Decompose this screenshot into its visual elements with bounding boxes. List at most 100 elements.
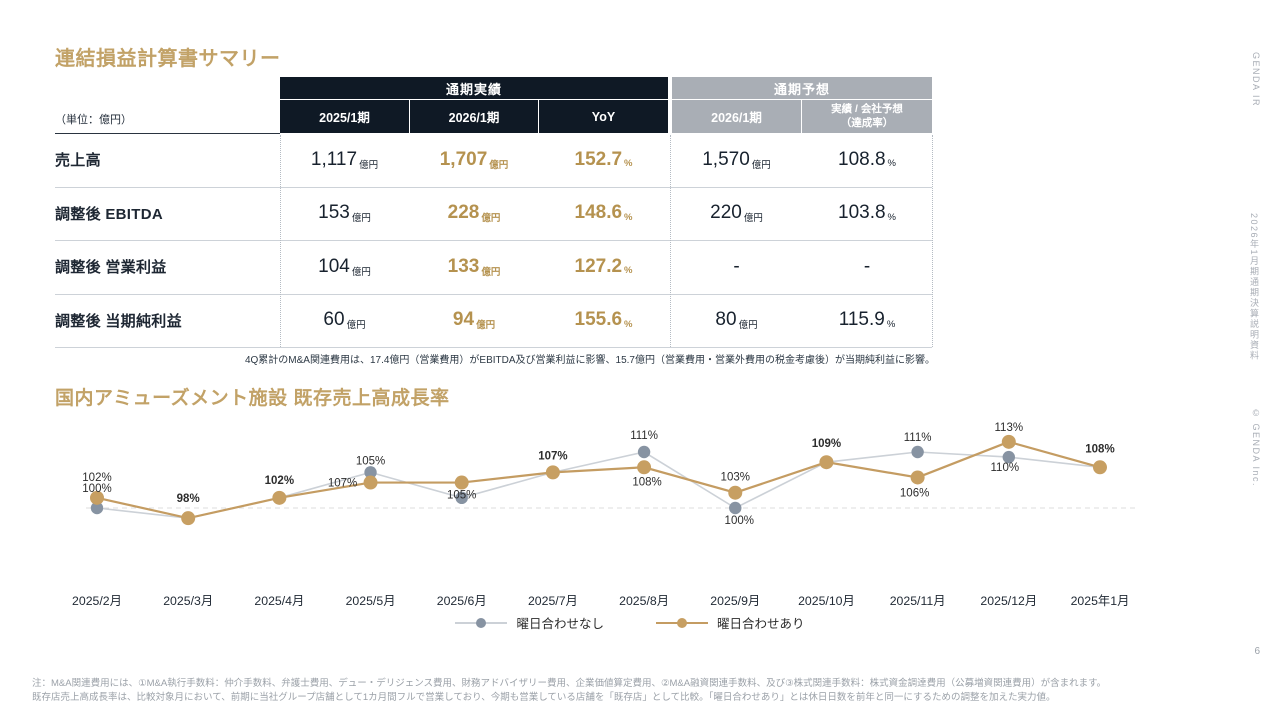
point-label: 108% (1085, 443, 1114, 455)
cell-value: 103.8 (838, 202, 886, 224)
cell-unit: 億円 (751, 159, 771, 171)
cell-fy2025-actual: 1,117 億円 (280, 133, 409, 187)
table-row: 売上高 1,117 億円 1,707 億円 152.7% 1,570 億円 108.8% (55, 133, 932, 188)
table-row: 調整後 EBITDA 153 億円 228 億円 148.6% 220 億円 103.8% (55, 187, 932, 241)
point-label: 102% (82, 472, 111, 484)
cell-unit: 億円 (359, 159, 379, 171)
data-point-no-adjustment (364, 466, 377, 479)
cell-yoy: 155.6% (539, 294, 668, 348)
col-header-achievement: 実績 / 会社予想 （達成率） (802, 100, 932, 133)
x-axis-label: 2025/12月 (980, 594, 1037, 608)
cell-value: 127.2 (574, 255, 623, 277)
cell-achievement: 108.8% (802, 133, 932, 187)
col-header-yoy: YoY (539, 100, 668, 133)
chart-legend: 曜日合わせなし 曜日合わせあり (0, 613, 1260, 632)
x-axis-label: 2025/9月 (710, 594, 760, 608)
cell-fy2025-actual: 104 億円 (280, 240, 409, 294)
cell-value: 104 (318, 255, 350, 277)
legend-item-no-adjustment: 曜日合わせなし (455, 613, 604, 632)
data-point-no-adjustment (1002, 450, 1015, 464)
x-axis-label: 2025/7月 (528, 594, 578, 608)
cell-achievement: 115.9% (802, 294, 932, 348)
cell-unit: % (624, 318, 633, 330)
cell-value: 148.6 (574, 202, 623, 224)
cell-unit: 億円 (346, 320, 366, 332)
cell-value: 1,117 (310, 148, 358, 170)
legend-item-with-adjustment: 曜日合わせあり (656, 613, 805, 632)
cell-unit: 億円 (351, 213, 371, 225)
footnotes: 注：M&A関連費用には、①M&A執行手数料：仲介手数料、弁護士費用、デュー・デリ… (32, 677, 1192, 706)
cell-fy2026-actual: 1,707 億円 (410, 133, 538, 187)
x-axis-label: 2025/10月 (798, 594, 855, 608)
cell-unit: 億円 (476, 320, 496, 332)
data-point-with-adjustment (637, 460, 652, 475)
page-number: 6 (1254, 646, 1260, 657)
x-axis-label: 2025/4月 (254, 594, 304, 608)
legend-dot-gray (476, 617, 487, 628)
data-point-with-adjustment (454, 475, 469, 490)
legend-label-with-adjustment: 曜日合わせあり (717, 617, 805, 631)
divider-dotted-right (932, 135, 933, 347)
divider-dotted-left (280, 135, 281, 347)
point-label: 107% (328, 478, 357, 490)
same-store-growth-chart: 102%100%98%102%105%107%105%107%111%108% 1… (72, 422, 1137, 608)
table-row: 調整後 当期純利益 60 億円 94 億円 155.6% 80 億円 115.9% (55, 294, 932, 348)
legend-label-no-adjustment: 曜日合わせなし (516, 617, 604, 631)
cell-value: 1,707 (439, 148, 488, 170)
legend-line-gray (455, 617, 508, 628)
point-label: 111% (904, 432, 932, 444)
point-label: 106% (900, 487, 929, 499)
cell-fy2026-actual: 228 億円 (410, 187, 538, 241)
data-point-no-adjustment (90, 501, 104, 515)
side-label-genda-ir: GENDA IR (1251, 52, 1261, 108)
data-point-with-adjustment (181, 511, 196, 526)
cell-unit: % (887, 211, 896, 223)
point-label: 111% (630, 430, 658, 442)
x-axis-label: 2025/2月 (72, 594, 122, 608)
cell-unit: % (624, 265, 633, 277)
cell-value: 80 (715, 309, 737, 331)
cell-unit: 億円 (351, 266, 371, 278)
pl-summary-title: 連結損益計算書サマリー (55, 48, 281, 70)
col-header-fy2026-forecast: 2026/1期 (672, 100, 801, 133)
side-label-copyright: © GENDA Inc. (1251, 408, 1261, 488)
cell-achievement: - (802, 240, 932, 294)
cell-unit: 億円 (481, 266, 501, 278)
point-label: 103% (721, 472, 750, 484)
point-label: 102% (265, 475, 294, 487)
x-axis-label: 2025/3月 (163, 594, 213, 608)
series-line-with-adjustment (96, 440, 1101, 520)
table-group-header-actual: 通期実績 (280, 77, 668, 99)
cell-fy2026-forecast: 1,570 億円 (672, 133, 801, 187)
cell-fy2026-forecast: 80 億円 (672, 294, 801, 348)
cell-unit: 億円 (743, 213, 763, 225)
header-underline (55, 133, 280, 134)
cell-value: 152.7 (574, 148, 623, 170)
point-label: 105% (447, 490, 476, 502)
cell-fy2026-forecast: 220 億円 (672, 187, 801, 241)
cell-unit: 億円 (489, 159, 509, 171)
divider-dotted-middle (670, 135, 671, 347)
row-label: 調整後 当期純利益 (55, 312, 182, 330)
cell-fy2026-actual: 94 億円 (410, 294, 538, 348)
cell-unit: % (886, 318, 896, 330)
chart-title: 国内アミューズメント施設 既存売上高成長率 (55, 388, 450, 409)
data-point-with-adjustment (819, 455, 834, 470)
footnote-line-1: 注：M&A関連費用には、①M&A執行手数料：仲介手数料、弁護士費用、デュー・デリ… (32, 678, 1107, 689)
data-point-no-adjustment (729, 501, 742, 515)
data-point-with-adjustment (1001, 434, 1016, 449)
data-point-with-adjustment (272, 490, 287, 505)
cell-unit: 億円 (481, 213, 501, 225)
cell-value: - (863, 255, 871, 277)
legend-dot-gold (677, 617, 687, 628)
point-label: 100% (725, 515, 754, 527)
point-label: 110% (991, 462, 1020, 474)
col-header-fy2025-actual: 2025/1期 (280, 100, 409, 133)
cell-fy2026-forecast: - (672, 240, 801, 294)
point-label: 113% (995, 422, 1024, 434)
point-label: 109% (812, 438, 841, 450)
x-axis-label: 2025/5月 (346, 594, 396, 608)
row-label: 調整後 EBITDA (55, 205, 164, 223)
x-axis-label: 2025/8月 (619, 594, 669, 608)
